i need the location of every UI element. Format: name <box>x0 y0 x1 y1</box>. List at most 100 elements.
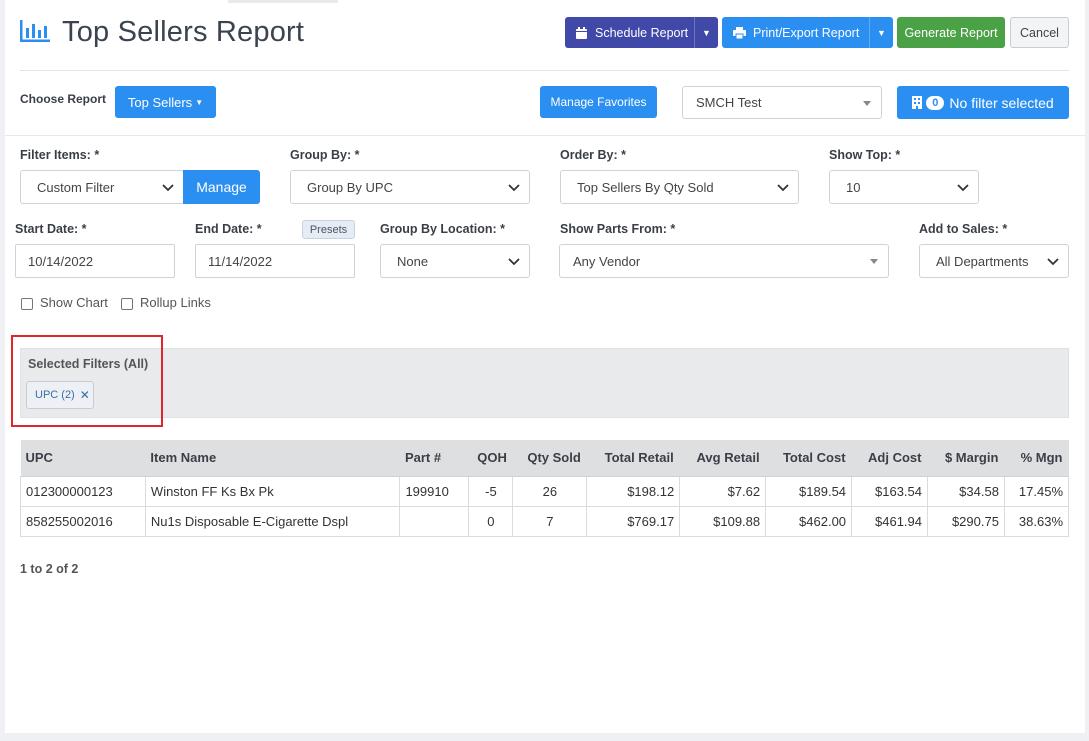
group-by-location-value: None <box>397 253 429 269</box>
filter-chip-upc: UPC (2) ✕ <box>26 381 94 409</box>
report-type-button[interactable]: Top Sellers ▼ <box>115 86 216 118</box>
start-date-input[interactable]: 10/14/2022 <box>15 244 175 278</box>
cell-qoh: -5 <box>468 475 514 507</box>
show-top-select[interactable]: 10 <box>829 170 979 204</box>
section-divider <box>5 135 1085 136</box>
chevron-down-icon <box>1047 258 1059 266</box>
cell-total-cost: $462.00 <box>765 505 853 537</box>
chevron-down-icon <box>508 258 520 266</box>
column-header-margin[interactable]: $ Margin <box>927 440 1005 477</box>
rollup-links-checkbox[interactable] <box>121 298 133 310</box>
cell-avg-retail: $109.88 <box>679 505 767 537</box>
column-header-avg-retail[interactable]: Avg Retail <box>679 440 766 477</box>
filter-items-value: Custom Filter <box>37 179 115 195</box>
cell-total-retail: $198.12 <box>586 475 681 507</box>
group-by-location-select[interactable]: None <box>380 244 530 278</box>
table-header-row: UPC Item Name Part # QOH Qty Sold Total … <box>20 440 1069 477</box>
show-parts-from-value: Any Vendor <box>573 253 641 269</box>
filter-count-badge: 0 <box>926 95 945 110</box>
rollup-links-label: Rollup Links <box>140 295 211 310</box>
show-parts-from-label: Show Parts From: * <box>560 222 676 236</box>
add-to-sales-value: All Departments <box>936 253 1029 269</box>
column-header-part-number[interactable]: Part # <box>399 440 469 477</box>
cell-adj-cost: $163.54 <box>851 475 928 507</box>
divider <box>20 70 1069 71</box>
group-by-location-label: Group By Location: * <box>380 222 505 236</box>
cancel-button[interactable]: Cancel <box>1010 17 1069 48</box>
column-header-upc[interactable]: UPC <box>20 440 146 477</box>
filter-status-label: No filter selected <box>949 94 1054 111</box>
schedule-report-button[interactable]: Schedule Report ▼ <box>565 17 718 48</box>
column-header-qty-sold[interactable]: Qty Sold <box>512 440 587 477</box>
cell-margin-pct: 17.45% <box>1003 475 1070 507</box>
chevron-down-icon <box>777 184 789 192</box>
show-top-value: 10 <box>846 179 861 195</box>
caret-down-icon <box>863 101 871 106</box>
cell-total-cost: $189.54 <box>765 475 853 507</box>
show-top-label: Show Top: * <box>829 148 901 162</box>
cell-qty-sold: 7 <box>512 505 588 537</box>
end-date-input[interactable]: 11/14/2022 <box>195 244 355 278</box>
manage-filter-button[interactable]: Manage <box>183 170 260 204</box>
order-by-label: Order By: * <box>560 148 626 162</box>
column-header-total-retail[interactable]: Total Retail <box>586 440 680 477</box>
group-by-label: Group By: * <box>290 148 360 162</box>
group-by-value: Group By UPC <box>307 179 393 195</box>
start-date-label: Start Date: * <box>15 222 87 236</box>
column-header-total-cost[interactable]: Total Cost <box>765 440 852 477</box>
chevron-down-icon <box>162 184 174 192</box>
cell-margin: $290.75 <box>927 505 1005 537</box>
show-parts-from-select[interactable]: Any Vendor <box>559 244 889 278</box>
start-date-value: 10/14/2022 <box>28 253 94 269</box>
add-to-sales-label: Add to Sales: * <box>919 222 1008 236</box>
column-header-adj-cost[interactable]: Adj Cost <box>851 440 928 477</box>
printer-icon <box>733 26 746 39</box>
generate-report-button[interactable]: Generate Report <box>897 17 1005 48</box>
column-header-margin-pct[interactable]: % Mgn <box>1004 440 1069 477</box>
print-export-label: Print/Export Report <box>753 25 860 40</box>
cell-item-name: Nu1s Disposable E-Cigarette Dspl <box>144 505 401 537</box>
store-select[interactable]: SMCH Test <box>682 86 882 119</box>
schedule-dropdown-caret[interactable]: ▼ <box>694 17 718 48</box>
order-by-select[interactable]: Top Sellers By Qty Sold <box>560 170 799 204</box>
end-date-value: 11/14/2022 <box>208 253 273 269</box>
end-date-label: End Date: * <box>195 222 262 236</box>
store-select-value: SMCH Test <box>696 95 762 110</box>
cell-part-number: 199910 <box>399 475 470 507</box>
show-chart-label: Show Chart <box>40 295 108 310</box>
cell-adj-cost: $461.94 <box>851 505 928 537</box>
cell-margin: $34.58 <box>927 475 1005 507</box>
manage-favorites-button[interactable]: Manage Favorites <box>540 86 657 118</box>
column-header-qoh[interactable]: QOH <box>468 440 513 477</box>
report-type-label: Top Sellers <box>127 94 193 110</box>
filter-items-select[interactable]: Custom Filter <box>20 170 184 204</box>
presets-button[interactable]: Presets <box>302 220 355 239</box>
highlight-box <box>11 335 163 427</box>
cell-qty-sold: 26 <box>512 475 588 507</box>
cell-upc: 012300000123 <box>20 475 146 507</box>
page-title: Top Sellers Report <box>62 16 305 48</box>
report-table: UPC Item Name Part # QOH Qty Sold Total … <box>20 440 1070 537</box>
cell-item-name: Winston FF Ks Bx Pk <box>144 475 401 507</box>
tab-notch <box>228 0 338 3</box>
cell-total-retail: $769.17 <box>586 505 681 537</box>
column-header-item-name[interactable]: Item Name <box>145 440 400 477</box>
add-to-sales-select[interactable]: All Departments <box>919 244 1069 278</box>
chevron-down-icon <box>957 184 969 192</box>
show-chart-checkbox[interactable] <box>21 298 33 310</box>
print-export-button[interactable]: Print/Export Report ▼ <box>722 17 893 48</box>
selected-filters-title: Selected Filters (All) <box>28 357 149 371</box>
print-dropdown-caret[interactable]: ▼ <box>869 17 893 48</box>
cell-qoh: 0 <box>468 505 514 537</box>
caret-down-icon: ▼ <box>195 97 204 107</box>
selected-filters-panel <box>20 348 1069 418</box>
table-row: 012300000123 Winston FF Ks Bx Pk 199910 … <box>20 475 1070 507</box>
remove-filter-icon[interactable]: ✕ <box>79 388 90 402</box>
filter-selection-button[interactable]: 0 No filter selected <box>897 86 1069 119</box>
schedule-report-label: Schedule Report <box>595 25 689 40</box>
chevron-down-icon <box>508 184 520 192</box>
order-by-value: Top Sellers By Qty Sold <box>577 179 714 195</box>
cell-part-number <box>399 505 470 537</box>
building-icon <box>912 96 923 109</box>
group-by-select[interactable]: Group By UPC <box>290 170 530 204</box>
